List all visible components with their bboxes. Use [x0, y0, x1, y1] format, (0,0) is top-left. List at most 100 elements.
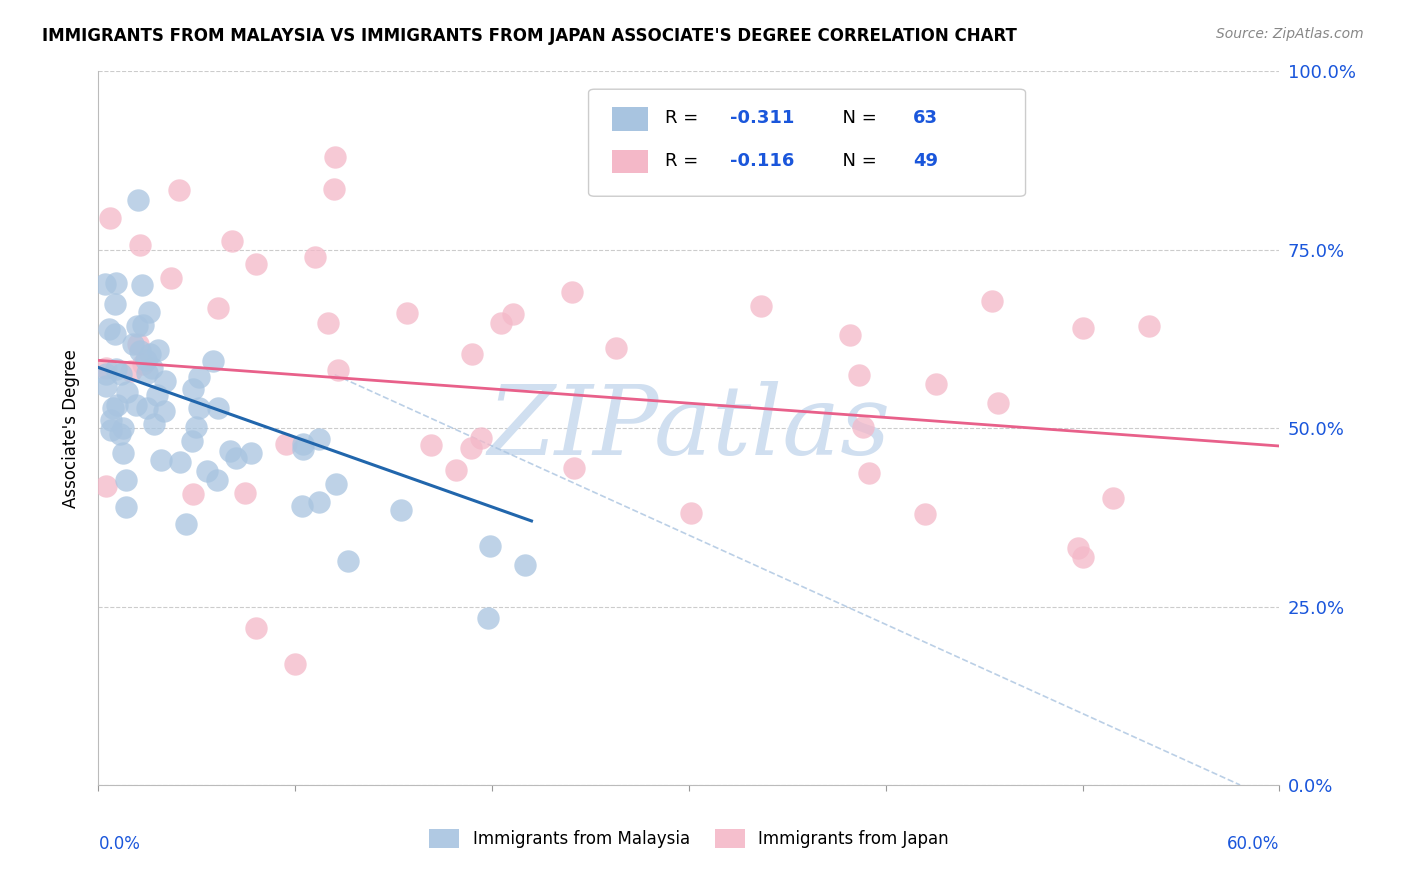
Point — [114, 473, 136, 487]
Point — [1137, 318, 1160, 333]
FancyBboxPatch shape — [612, 107, 648, 130]
Point — [135, 353, 157, 368]
Point — [276, 436, 298, 450]
Point — [125, 318, 148, 333]
Point — [105, 398, 128, 412]
Point — [291, 437, 314, 451]
Point — [94, 478, 117, 492]
Point — [852, 420, 875, 434]
Point — [152, 404, 174, 418]
Point — [925, 376, 948, 391]
Point — [290, 499, 312, 513]
Point — [201, 354, 224, 368]
Point — [245, 257, 267, 271]
Legend: Immigrants from Malaysia, Immigrants from Japan: Immigrants from Malaysia, Immigrants fro… — [429, 829, 949, 848]
Point — [167, 183, 190, 197]
Point — [316, 316, 339, 330]
Point — [143, 417, 166, 431]
FancyBboxPatch shape — [589, 89, 1025, 196]
Point — [308, 432, 330, 446]
Point — [292, 442, 315, 457]
Point — [187, 401, 209, 416]
Point — [169, 455, 191, 469]
Point — [141, 361, 163, 376]
Point — [180, 434, 202, 448]
Point — [328, 363, 350, 377]
Point — [115, 500, 138, 514]
Point — [460, 441, 482, 455]
Point — [218, 444, 240, 458]
Point — [148, 343, 170, 357]
Text: ZIPatlas: ZIPatlas — [488, 381, 890, 475]
Point — [94, 277, 117, 291]
Point — [104, 327, 127, 342]
Point — [323, 150, 346, 164]
Point — [111, 446, 134, 460]
Point — [138, 305, 160, 319]
Point — [562, 460, 585, 475]
Point — [987, 396, 1010, 410]
Point — [605, 341, 627, 355]
Point — [105, 361, 128, 376]
Point — [395, 306, 418, 320]
Point — [127, 193, 149, 207]
Text: IMMIGRANTS FROM MALAYSIA VS IMMIGRANTS FROM JAPAN ASSOCIATE'S DEGREE CORRELATION: IMMIGRANTS FROM MALAYSIA VS IMMIGRANTS F… — [42, 27, 1017, 45]
Point — [205, 473, 228, 487]
Point — [225, 451, 247, 466]
Text: -0.311: -0.311 — [730, 109, 794, 127]
Point — [489, 316, 512, 330]
Point — [304, 250, 326, 264]
Point — [207, 401, 229, 416]
Point — [129, 344, 152, 359]
Point — [914, 507, 936, 521]
Text: 60.0%: 60.0% — [1227, 835, 1279, 853]
Point — [749, 299, 772, 313]
Point — [104, 297, 127, 311]
Point — [470, 431, 492, 445]
Text: 0.0%: 0.0% — [98, 835, 141, 853]
Point — [461, 347, 484, 361]
Point — [245, 621, 267, 635]
Point — [98, 322, 121, 336]
Point — [125, 398, 148, 412]
Point — [138, 347, 160, 361]
Point — [132, 357, 155, 371]
Point — [981, 293, 1004, 308]
Point — [122, 337, 145, 351]
Y-axis label: Associate's Degree: Associate's Degree — [62, 349, 80, 508]
Point — [336, 554, 359, 568]
Point — [477, 610, 499, 624]
Point — [117, 385, 139, 400]
Text: R =: R = — [665, 109, 704, 127]
Point — [136, 366, 159, 380]
Point — [100, 413, 122, 427]
Point — [187, 369, 209, 384]
Point — [100, 423, 122, 437]
Text: 63: 63 — [914, 109, 938, 127]
Point — [325, 477, 347, 491]
Point — [284, 657, 307, 671]
Text: N =: N = — [831, 152, 882, 169]
Point — [444, 463, 467, 477]
Point — [858, 467, 880, 481]
Point — [1071, 321, 1094, 335]
Point — [1066, 541, 1088, 555]
Point — [131, 277, 153, 292]
Point — [419, 438, 441, 452]
Point — [515, 558, 537, 572]
Point — [94, 379, 117, 393]
Point — [239, 446, 262, 460]
Point — [127, 337, 149, 351]
Point — [679, 506, 702, 520]
Point — [146, 388, 169, 402]
Point — [839, 327, 862, 342]
Point — [103, 401, 125, 415]
FancyBboxPatch shape — [612, 150, 648, 173]
Point — [308, 495, 330, 509]
Point — [131, 318, 153, 333]
Point — [176, 517, 198, 532]
Point — [112, 421, 135, 435]
Text: 49: 49 — [914, 152, 938, 169]
Text: -0.116: -0.116 — [730, 152, 794, 169]
Point — [98, 211, 121, 225]
